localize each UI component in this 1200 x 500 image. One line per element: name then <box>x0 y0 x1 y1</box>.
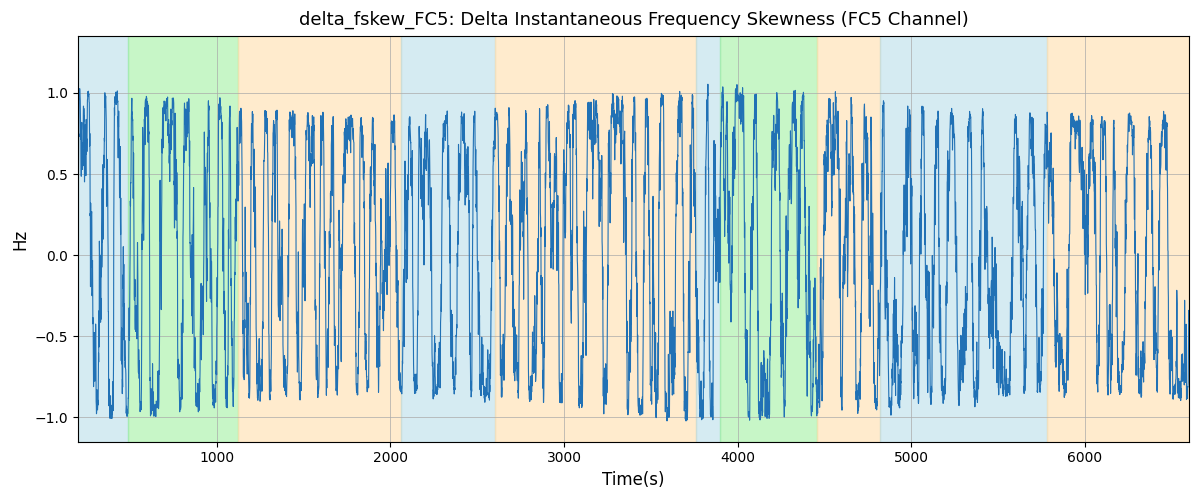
Bar <box>817 36 880 442</box>
Y-axis label: Hz: Hz <box>11 228 29 250</box>
Bar <box>880 36 1046 442</box>
Bar <box>238 36 401 442</box>
Bar <box>494 36 696 442</box>
Bar <box>1046 36 1189 442</box>
Bar <box>401 36 494 442</box>
X-axis label: Time(s): Time(s) <box>602 471 665 489</box>
Bar <box>78 36 128 442</box>
Title: delta_fskew_FC5: Delta Instantaneous Frequency Skewness (FC5 Channel): delta_fskew_FC5: Delta Instantaneous Fre… <box>299 11 968 30</box>
Bar <box>720 36 817 442</box>
Bar <box>696 36 720 442</box>
Bar <box>128 36 238 442</box>
